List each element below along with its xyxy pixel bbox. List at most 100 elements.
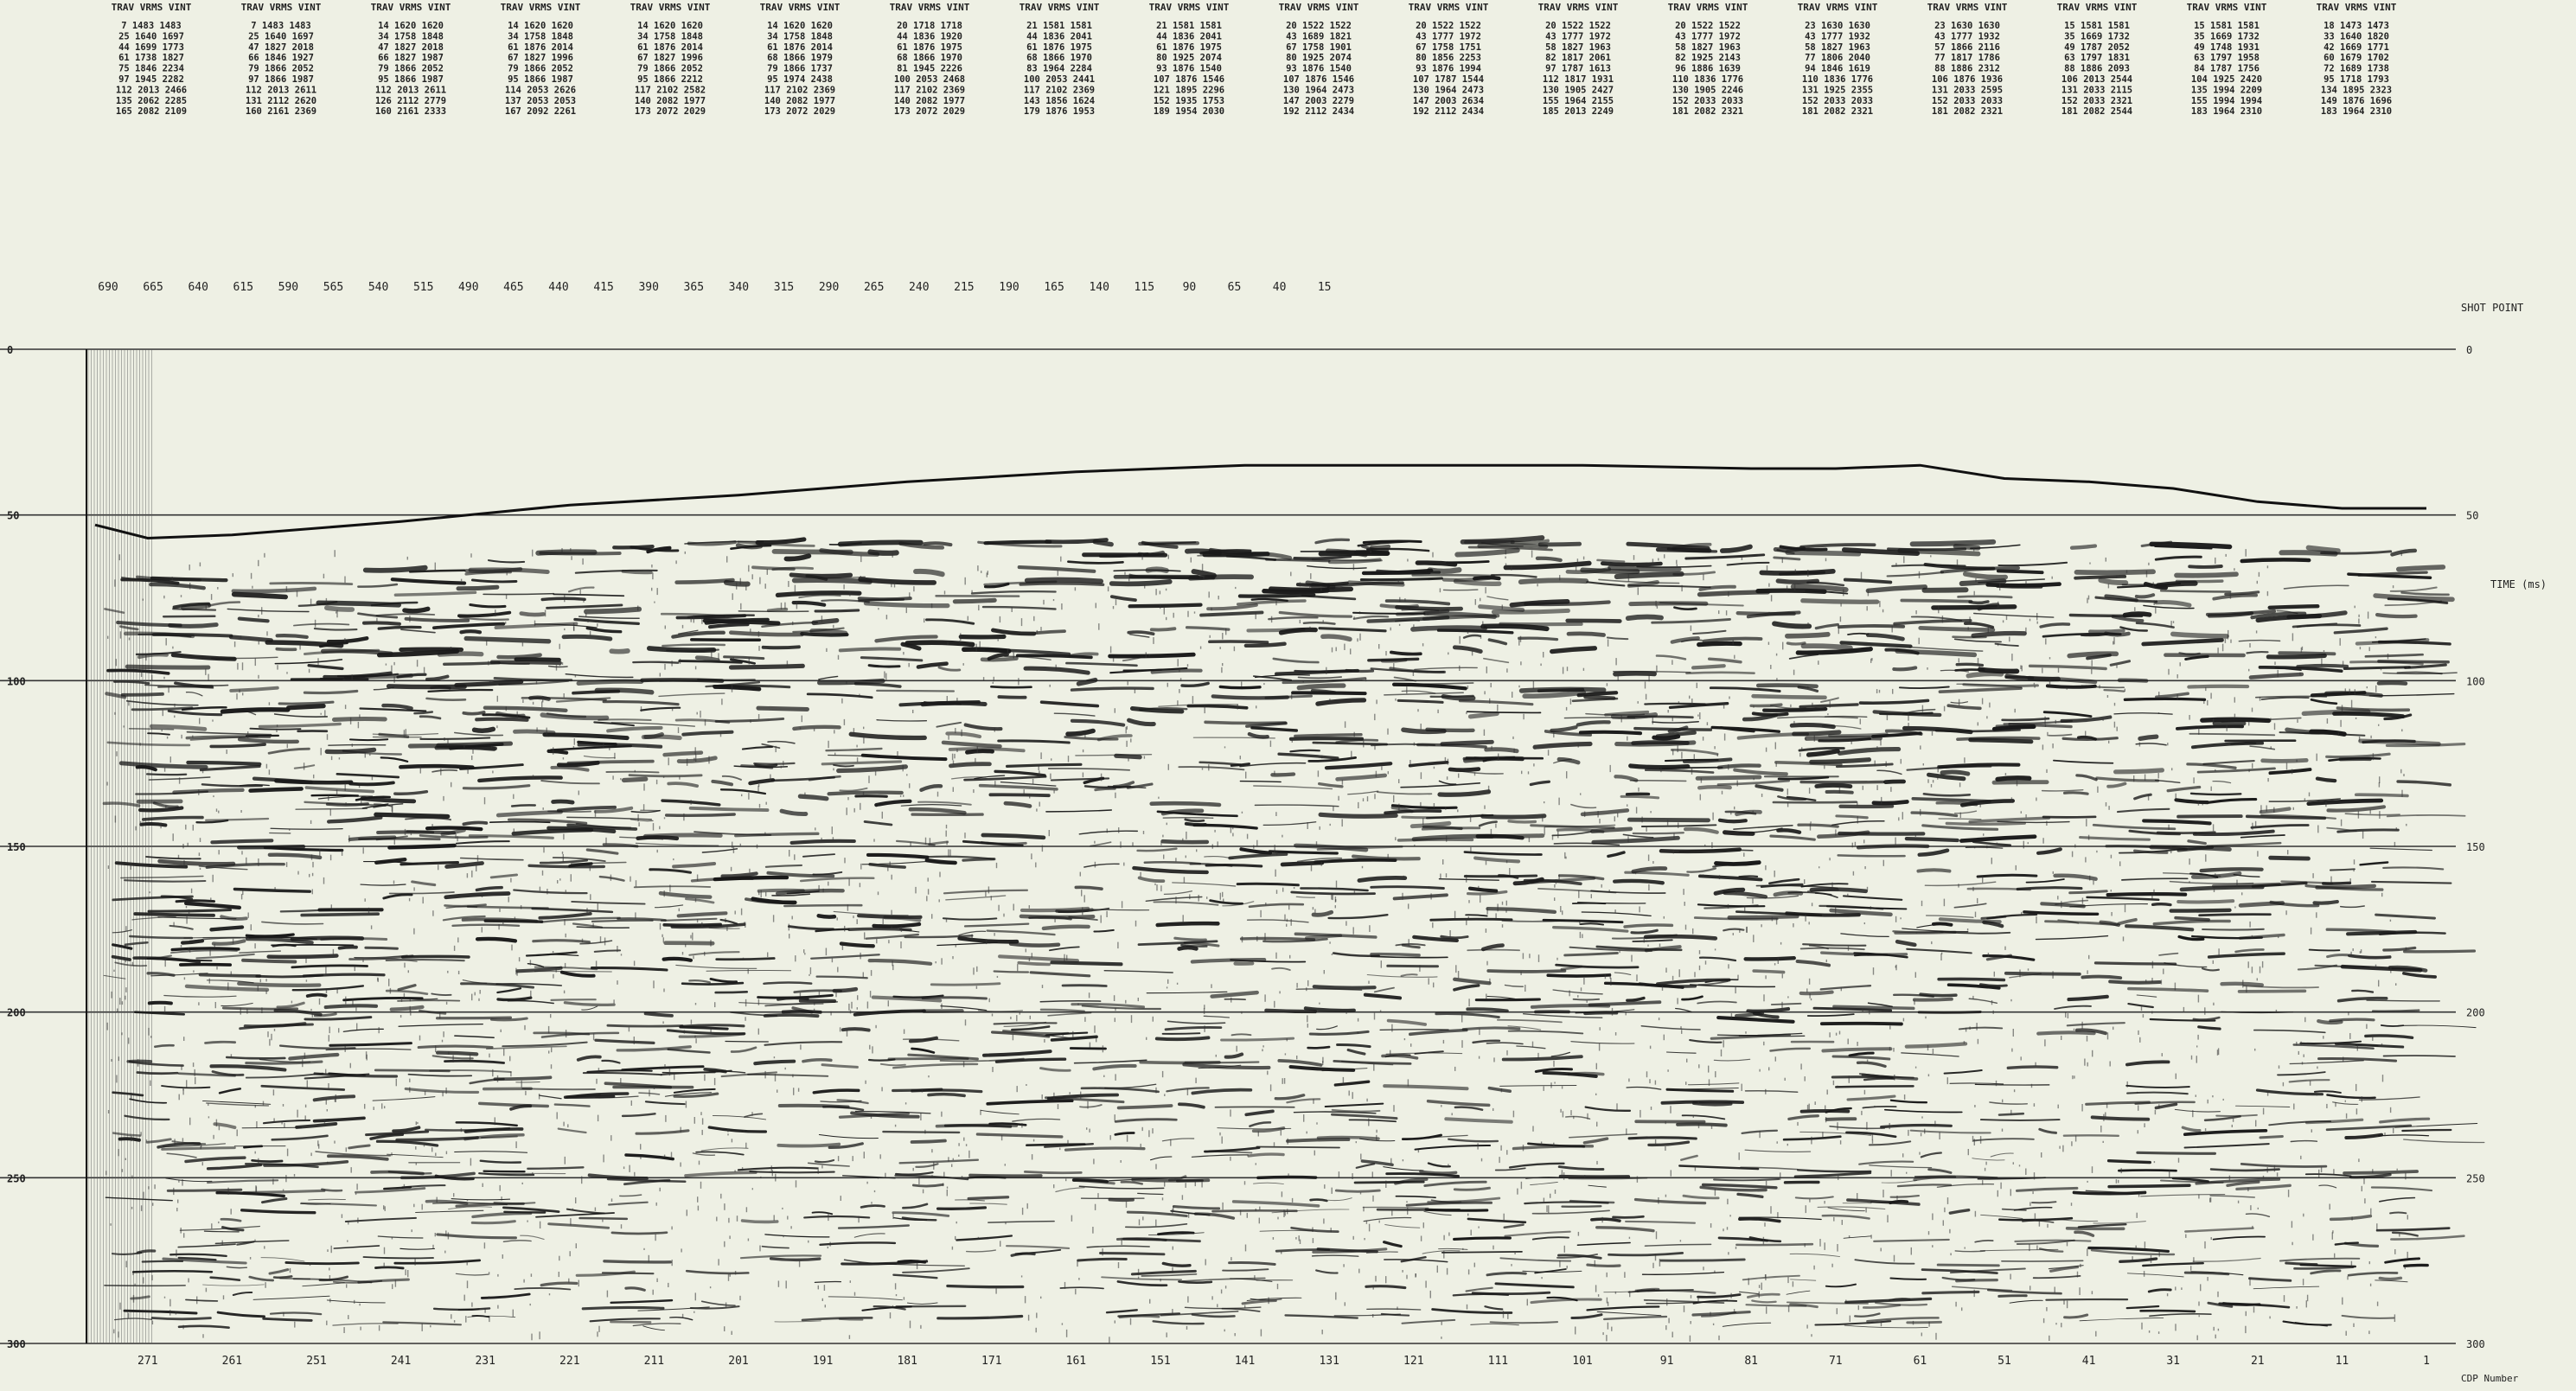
reflector-wiggle [556,805,617,813]
trace-noise [1704,960,1707,965]
trace-noise [445,1001,448,1005]
reflector-wiggle [551,799,575,805]
reflector-wiggle [1312,1247,1388,1254]
reflector-wiggle [137,806,184,813]
shot-point-label: 515 [413,281,433,294]
trace-noise [985,939,988,945]
reflector-wiggle [207,1179,279,1184]
reflector-wiggle [1953,903,1987,909]
trace-noise [2245,549,2247,557]
trace-noise [2320,1167,2323,1173]
reflector-wiggle [1394,1177,1429,1185]
trace-noise [874,770,877,776]
reflector-wiggle [2243,985,2319,989]
velocity-cell: 79 1866 2052 [248,64,314,74]
reflector-wiggle [2385,743,2466,748]
trace-noise [242,890,244,896]
trace-noise [2229,593,2232,599]
trace-noise [1550,1082,1552,1088]
trace-noise [2369,809,2371,814]
reflector-wiggle [1385,1172,1461,1177]
trace-noise [2081,1021,2083,1029]
reflector-wiggle [709,977,738,984]
reflector-wiggle [1363,992,1403,1000]
reflector-wiggle [1288,1064,1356,1072]
reflector-wiggle [2376,680,2408,686]
trace-noise [1129,1318,1132,1325]
trace-noise [851,1001,853,1009]
trace-noise [2168,824,2170,830]
reflector-wiggle [1239,936,1316,941]
trace-noise [2097,786,2099,793]
trace-noise [2340,719,2342,727]
trace-noise [659,673,661,677]
trace-noise [2350,951,2352,955]
reflector-wiggle [630,819,654,822]
trace-noise [1689,695,1691,699]
trace-noise [1186,1088,1189,1095]
reflector-wiggle [2209,1195,2256,1198]
reflector-wiggle [2001,717,2050,722]
reflector-wiggle [1775,578,1819,584]
trace-noise [497,1273,499,1277]
velocity-header: TRAV VRMS VINT [890,2,970,13]
reflector-wiggle [374,1069,451,1073]
reflector-wiggle [1716,1032,1803,1037]
trace-noise [1087,1101,1089,1109]
trace-noise [1765,865,1767,871]
reflector-wiggle [2336,828,2400,833]
trace-noise [1777,957,1779,964]
reflector-wiggle [1250,597,1288,602]
trace-noise [1275,890,1278,894]
reflector-wiggle [393,789,429,795]
trace-noise [1625,1011,1627,1016]
trace-noise [1145,652,1147,658]
reflector-wiggle [585,626,623,634]
trace-noise [905,607,907,614]
reflector-wiggle [1782,1135,1842,1141]
reflector-wiggle [2322,881,2352,885]
trace-noise [1341,779,1344,785]
reflector-wiggle [688,979,712,984]
trace-noise [2151,1011,2153,1014]
reflector-wiggle [1190,957,1267,964]
trace-noise [701,1118,704,1125]
trace-noise [344,705,347,710]
trace-noise [736,1216,738,1222]
trace-noise [1490,682,1492,688]
trace-noise [1115,599,1117,606]
trace-noise [1406,1201,1408,1203]
trace-noise [973,789,975,794]
reflector-wiggle [1542,1070,1598,1078]
reflector-wiggle [1369,544,1391,550]
reflector-wiggle [1814,1320,1892,1326]
reflector-wiggle [2274,667,2302,671]
trace-noise [1587,1113,1588,1120]
reflector-wiggle [357,583,399,588]
trace-noise [113,1329,115,1334]
reflector-wiggle [774,1320,821,1323]
trace-noise [2258,571,2260,577]
trace-noise [2274,661,2276,665]
reflector-wiggle [1334,1189,1381,1193]
trace-noise [1547,750,1550,756]
reflector-wiggle [2159,1179,2224,1184]
reflector-wiggle [221,1002,253,1007]
trace-noise [1973,845,1976,849]
trace-noise [1882,609,1884,613]
reflector-wiggle [2074,574,2127,580]
reflector-wiggle [400,629,436,634]
reflector-wiggle [202,1284,265,1286]
reflector-wiggle [1178,1280,1213,1284]
trace-noise [2225,553,2227,557]
reflector-wiggle [711,779,734,787]
reflector-wiggle [1598,578,1680,584]
trace-noise [2266,590,2269,597]
reflector-wiggle [1612,1215,1645,1219]
reflector-wiggle [1183,941,1220,948]
reflector-wiggle [268,1268,290,1275]
reflector-wiggle [1795,960,1831,967]
reflector-wiggle [1979,1248,2059,1252]
reflector-wiggle [1596,558,1626,563]
trace-noise [2394,841,2396,847]
